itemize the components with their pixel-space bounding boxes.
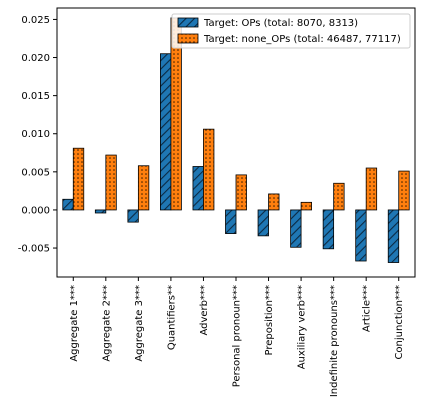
x-tick-label: Preposition*** [264,285,275,356]
bar-none-ops [137,165,150,211]
plot-area [62,17,410,263]
bar-none-ops [268,193,280,211]
bar-none-ops [72,147,85,211]
x-tick-label: Personal pronoun*** [232,285,243,387]
x-tick-label: Article*** [362,285,373,332]
bar-ops [62,198,74,211]
x-tick-label: Conjunction*** [394,285,405,360]
bar-ops [257,209,269,237]
bar-ops [94,209,107,214]
y-tick-label: 0.000 [21,205,50,216]
x-tick-label: Adverb*** [199,285,210,336]
bar-ops [387,209,400,263]
legend-swatch-ops [177,17,199,28]
y-tick-label: 0.020 [21,53,50,64]
x-axis: Aggregate 1*** Aggregate 2*** Aggregate 3*… [69,277,405,397]
y-tick-label: 0.015 [21,91,50,102]
x-tick-label: Quantifiers** [166,285,177,350]
bar-ops [160,53,172,211]
x-tick-label: Indefinite pronouns*** [329,285,340,397]
axes-frame [56,7,416,278]
bar-ops [355,209,367,262]
y-tick-label: 0.010 [21,129,50,140]
legend-label-ops: Target: OPs (total: 8070, 8313) [203,18,358,29]
bar-none-ops [235,174,247,211]
bar-ops [322,209,335,250]
legend-frame [171,13,411,49]
legend: Target: OPs (total: 8070, 8313) Target: … [171,13,411,49]
y-tick-label: 0.025 [21,15,50,26]
y-axis: -0.005 0.000 0.005 0.010 0.015 0.020 0.025 [18,15,57,255]
y-tick-label: 0.005 [21,167,50,178]
x-tick-label: Aggregate 3*** [134,285,145,362]
bar-none-ops [105,154,117,211]
bar-ops [192,166,204,211]
bar-none-ops [203,128,215,211]
legend-label-none-ops: Target: none_OPs (total: 46487, 77117) [203,34,401,45]
legend-swatch-none-ops [177,33,199,44]
x-tick-label: Aggregate 1*** [69,285,80,362]
bar-ops [290,209,302,248]
bar-none-ops [333,182,345,211]
x-tick-label: Auxiliary verb*** [297,285,308,369]
y-tick-label: -0.005 [18,244,50,255]
bar-none-ops [365,167,378,211]
bar-ops [225,209,237,234]
bar-none-ops [398,170,410,211]
x-tick-label: Aggregate 2*** [101,285,112,362]
bar-ops [127,209,139,223]
bar-none-ops [300,201,312,211]
